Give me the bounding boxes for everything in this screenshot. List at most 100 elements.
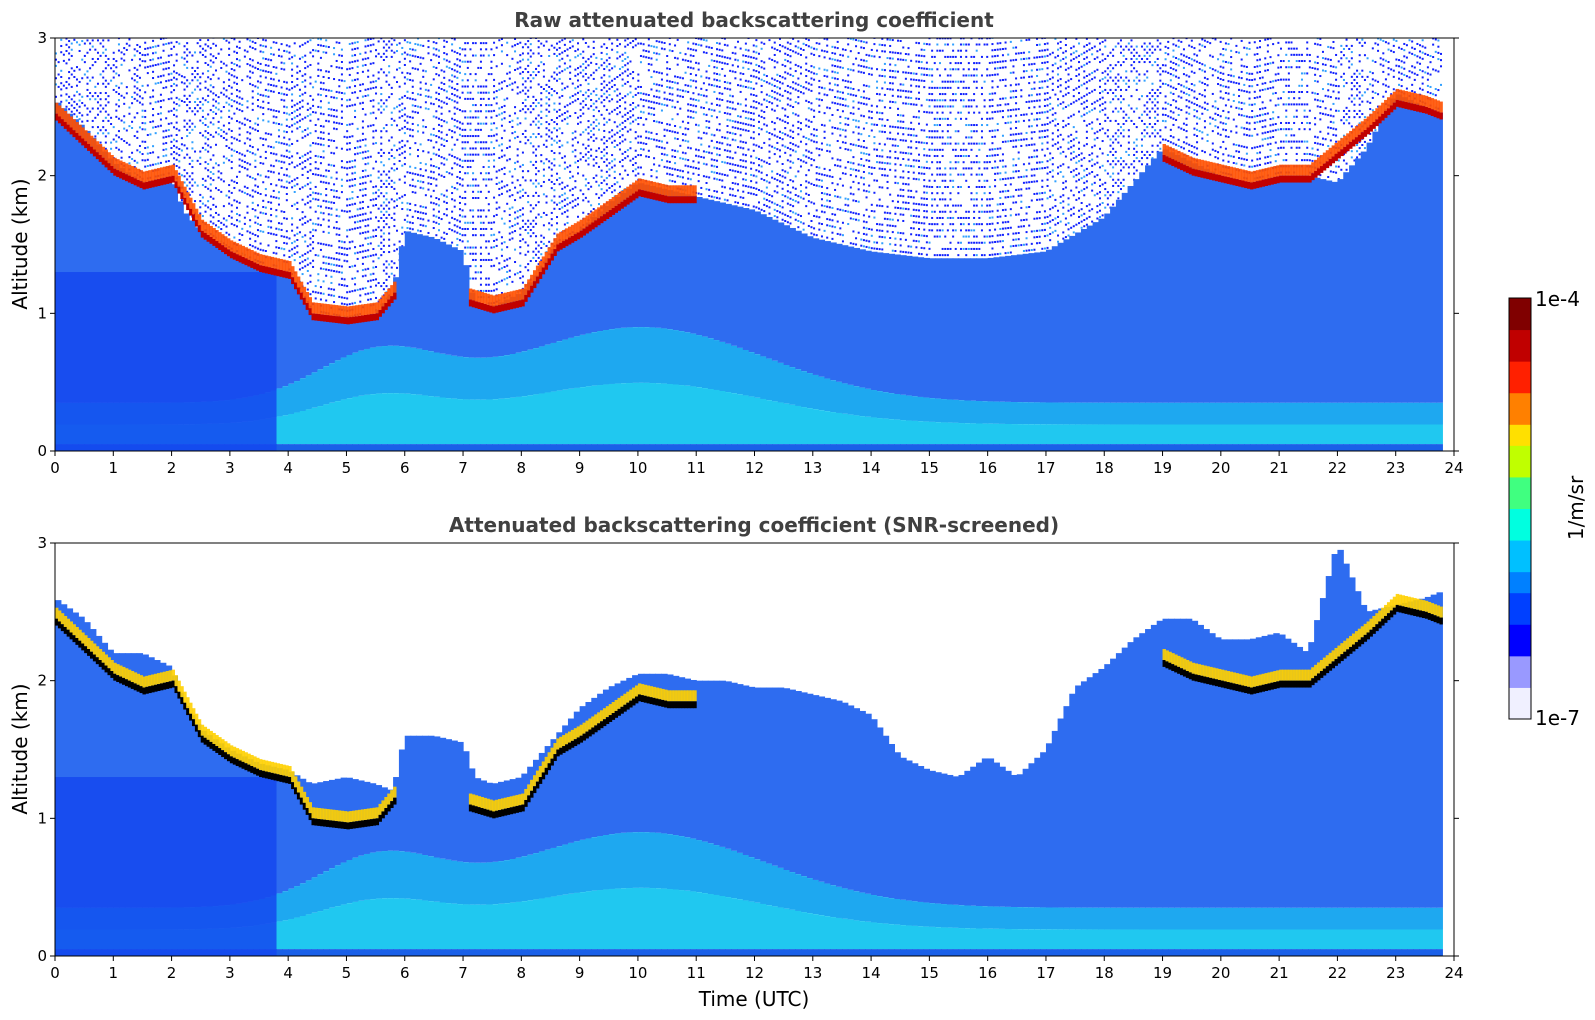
colorbar-step: [1509, 540, 1531, 552]
y-tick-label: 0: [37, 442, 47, 460]
colorbar-step: [1509, 350, 1531, 362]
y-tick-label: 2: [37, 672, 47, 690]
y-axis-label: Altitude (km): [8, 178, 32, 309]
x-tick-label: 3: [225, 459, 235, 477]
colorbar: 1e-4 1e-7 1/m/sr: [1508, 287, 1588, 730]
colorbar-step: [1509, 529, 1531, 541]
colorbar-step: [1509, 329, 1531, 341]
colorbar-step: [1509, 403, 1531, 415]
colorbar-step: [1509, 592, 1531, 604]
colorbar-step: [1509, 634, 1531, 646]
x-tick-label: 10: [628, 964, 647, 982]
panel-title: Attenuated backscattering coefficient (S…: [449, 513, 1059, 537]
colorbar-step: [1509, 676, 1531, 688]
colorbar-step: [1509, 666, 1531, 678]
x-axis-ticks: 0 1 2 3 4 5 6 7 8 9 10 11 12 13 14 15 16 17 18 19 20 21 22 23 24: [50, 956, 1464, 982]
x-tick-label: 12: [745, 964, 764, 982]
colorbar-step: [1509, 508, 1531, 520]
x-tick-label: 22: [1328, 459, 1347, 477]
colorbar-step: [1509, 655, 1531, 667]
colorbar-step: [1509, 613, 1531, 625]
x-tick-label: 8: [517, 964, 527, 982]
x-tick-label: 7: [458, 964, 468, 982]
x-tick-label: 1: [109, 964, 119, 982]
x-tick-label: 24: [1444, 459, 1463, 477]
x-tick-label: 19: [1153, 459, 1172, 477]
x-tick-label: 23: [1386, 964, 1405, 982]
y-axis-ticks: 0 1 2 3: [37, 534, 1459, 965]
colorbar-step: [1509, 561, 1531, 573]
x-tick-label: 13: [803, 459, 822, 477]
colorbar-frame: [1508, 297, 1532, 720]
colorbar-step: [1509, 519, 1531, 531]
stable-layer: [55, 272, 277, 451]
y-tick-label: 3: [37, 534, 47, 552]
x-tick-label: 2: [167, 459, 177, 477]
colorbar-step: [1509, 603, 1531, 615]
x-tick-label: 20: [1211, 459, 1230, 477]
x-tick-label: 5: [342, 964, 352, 982]
x-tick-label: 23: [1386, 459, 1405, 477]
y-tick-label: 3: [37, 29, 47, 47]
colorbar-step: [1509, 645, 1531, 657]
colorbar-step: [1509, 687, 1531, 699]
colorbar-step: [1509, 340, 1531, 352]
x-tick-label: 14: [862, 964, 881, 982]
x-tick-label: 6: [400, 459, 410, 477]
x-tick-label: 15: [920, 964, 939, 982]
x-tick-label: 4: [283, 964, 293, 982]
colorbar-min-label: 1e-7: [1535, 706, 1580, 730]
colorbar-scale: [1509, 298, 1531, 720]
x-axis-ticks: 0 1 2 3 4 5 6 7 8 9 10 11 12 13 14 15 16 17 18 19 20 21 22 23 24: [50, 451, 1464, 477]
x-tick-label: 20: [1211, 964, 1230, 982]
x-tick-label: 16: [978, 964, 997, 982]
x-tick-label: 6: [400, 964, 410, 982]
heatmap-screened: [55, 543, 1454, 956]
colorbar-step: [1509, 466, 1531, 478]
x-tick-label: 10: [628, 459, 647, 477]
x-tick-label: 13: [803, 964, 822, 982]
colorbar-step: [1509, 392, 1531, 404]
x-tick-label: 17: [1036, 964, 1055, 982]
colorbar-step: [1509, 697, 1531, 709]
x-tick-label: 16: [978, 459, 997, 477]
y-axis-label: Altitude (km): [8, 683, 32, 814]
panel-raw: Raw attenuated backscattering coefficien…: [8, 8, 1464, 477]
panel-title: Raw attenuated backscattering coefficien…: [514, 8, 994, 32]
y-tick-label: 0: [37, 947, 47, 965]
x-tick-label: 19: [1153, 964, 1172, 982]
y-tick-label: 1: [37, 304, 47, 322]
x-tick-label: 9: [575, 459, 585, 477]
colorbar-step: [1509, 361, 1531, 373]
x-tick-label: 4: [283, 459, 293, 477]
cloud-layer: [55, 88, 1443, 325]
colorbar-step: [1509, 708, 1531, 720]
stable-layer: [55, 777, 277, 956]
x-tick-label: 9: [575, 964, 585, 982]
x-tick-label: 18: [1095, 459, 1114, 477]
colorbar-unit-label: 1/m/sr: [1564, 475, 1588, 540]
x-tick-label: 7: [458, 459, 468, 477]
colorbar-step: [1509, 624, 1531, 636]
x-tick-label: 11: [687, 964, 706, 982]
y-tick-label: 1: [37, 809, 47, 827]
colorbar-step: [1509, 582, 1531, 594]
x-tick-label: 17: [1036, 459, 1055, 477]
x-tick-label: 22: [1328, 964, 1347, 982]
x-tick-label: 24: [1444, 964, 1463, 982]
x-tick-label: 12: [745, 459, 764, 477]
cloud-layer: [55, 593, 1443, 830]
x-tick-label: 0: [50, 459, 60, 477]
colorbar-step: [1509, 445, 1531, 457]
colorbar-step: [1509, 308, 1531, 320]
colorbar-step: [1509, 413, 1531, 425]
colorbar-step: [1509, 424, 1531, 436]
y-axis-ticks: 0 1 2 3: [37, 29, 1459, 460]
x-tick-label: 18: [1095, 964, 1114, 982]
x-tick-label: 0: [50, 964, 60, 982]
x-tick-label: 21: [1270, 459, 1289, 477]
x-tick-label: 3: [225, 964, 235, 982]
colorbar-step: [1509, 487, 1531, 499]
heatmap-raw: [55, 38, 1454, 451]
